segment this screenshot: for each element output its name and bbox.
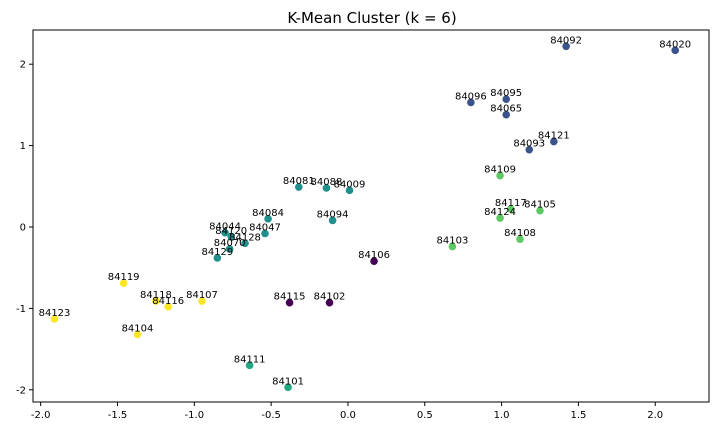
x-tick-label: -1.0: [185, 410, 205, 421]
data-point: [213, 254, 222, 262]
data-point: [536, 206, 544, 215]
point-label: 84108: [504, 228, 536, 239]
point-label: 84094: [317, 209, 349, 220]
point-label: 84065: [490, 104, 522, 115]
data-point: [496, 214, 504, 222]
data-point: [50, 315, 59, 323]
data-point: [525, 145, 534, 154]
y-tick-label: 0: [20, 222, 26, 233]
data-point: [164, 302, 172, 311]
data-point: [322, 184, 331, 192]
data-point: [227, 232, 235, 241]
point-label: 84084: [252, 208, 284, 219]
data-point: [507, 205, 515, 213]
data-point: [285, 298, 294, 307]
y-tick-label: 1: [20, 141, 26, 152]
plot-frame: [32, 29, 710, 403]
data-point: [284, 383, 292, 392]
point-label: 84111: [234, 354, 266, 365]
data-point: [516, 235, 524, 243]
x-tick-label: -1.5: [108, 410, 128, 421]
data-point: [264, 215, 272, 223]
data-point: [496, 171, 504, 180]
data-point: [133, 330, 142, 339]
data-point: [198, 297, 206, 305]
x-axis: -2.0 -1.5 -1.0 -0.5 0.0 0.5 1.0 1.5 2.0: [31, 402, 663, 421]
point-label: 84081: [283, 176, 315, 187]
data-point: [448, 242, 457, 251]
point-label: 84120: [215, 226, 247, 237]
data-point: [245, 361, 254, 370]
point-label: 84092: [550, 35, 582, 46]
point-label: 84117: [495, 198, 527, 209]
point-label: 84129: [201, 247, 233, 258]
point-label: 84109: [484, 165, 516, 176]
point-label: 84105: [524, 200, 556, 211]
data-point: [562, 42, 570, 51]
chart-title: K-Mean Cluster (k = 6): [287, 9, 456, 27]
data-point: [225, 245, 234, 253]
point-label: 84124: [484, 207, 516, 218]
point-label: 84107: [186, 290, 218, 301]
data-point: [261, 229, 269, 238]
point-label: 84102: [314, 292, 346, 303]
x-tick-label: -0.5: [261, 410, 281, 421]
x-tick-label: 1.0: [494, 410, 510, 421]
y-tick-label: -2: [16, 385, 26, 396]
point-label: 84009: [334, 179, 366, 190]
point-label: 84103: [437, 236, 469, 247]
data-point: [241, 239, 249, 248]
x-tick-label: -2.0: [31, 410, 51, 421]
data-point: [221, 228, 229, 237]
data-point: [502, 110, 511, 119]
x-tick-label: 0.0: [340, 410, 356, 421]
point-label: 84128: [229, 232, 261, 243]
point-label: 84047: [249, 223, 281, 234]
data-point: [119, 279, 128, 287]
x-tick-label: 0.5: [417, 410, 433, 421]
point-label: 84119: [108, 272, 140, 283]
point-label: 84123: [39, 308, 71, 319]
data-point: [152, 297, 160, 305]
data-point: [502, 95, 511, 103]
point-label: 84118: [140, 290, 172, 301]
data-point: [550, 137, 558, 146]
point-label: 84115: [274, 292, 306, 303]
point-label: 84116: [152, 296, 184, 307]
x-tick-label: 2.0: [647, 410, 663, 421]
point-label: 84044: [209, 222, 241, 233]
data-point: [294, 183, 303, 191]
data-point: [370, 257, 378, 265]
y-tick-label: -1: [16, 304, 26, 315]
data-point: [467, 98, 475, 107]
point-label: 84101: [272, 376, 304, 387]
y-tick-label: 2: [20, 60, 26, 71]
data-point: [671, 46, 679, 55]
point-label: 84096: [455, 91, 487, 102]
point-label: 84093: [513, 139, 545, 150]
data-points: [50, 42, 679, 392]
point-label: 84106: [358, 250, 390, 261]
point-label: 84095: [490, 88, 522, 99]
data-point: [325, 298, 334, 307]
point-label: 84088: [311, 177, 343, 188]
x-tick-label: 1.5: [570, 410, 586, 421]
data-point: [345, 186, 354, 195]
data-point: [328, 216, 337, 225]
point-label: 84121: [538, 131, 570, 142]
y-axis: -2 -1 0 1 2: [16, 60, 33, 396]
point-label: 84070: [214, 238, 246, 249]
point-label: 84104: [122, 323, 154, 334]
point-label: 84020: [659, 39, 691, 50]
